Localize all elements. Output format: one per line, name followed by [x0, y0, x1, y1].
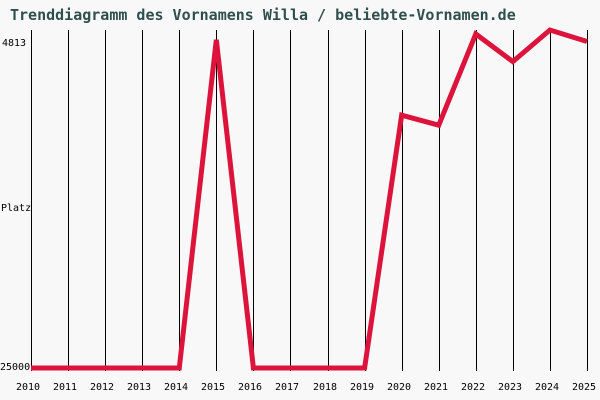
- x-tick-label-2021: 2021: [424, 382, 448, 393]
- x-tick-label-2012: 2012: [90, 382, 114, 393]
- x-tick-label-2019: 2019: [350, 382, 374, 393]
- vertical-gridlines: [31, 30, 588, 371]
- y-axis-top-tick: 4813: [2, 38, 26, 49]
- x-tick-label-2010: 2010: [16, 382, 40, 393]
- y-axis-bottom-tick: 25000: [0, 362, 30, 373]
- x-tick-label-2023: 2023: [498, 382, 522, 393]
- x-tick-label-2011: 2011: [53, 382, 77, 393]
- x-axis-labels: 2010 2011 2012 2013 2014 2015 2016 2017 2018 2019…: [16, 382, 596, 393]
- trend-polyline: [31, 27, 588, 371]
- x-tick-label-2020: 2020: [387, 382, 411, 393]
- x-tick-label-2016: 2016: [238, 382, 262, 393]
- x-tick-label-2018: 2018: [313, 382, 337, 393]
- x-tick-label-2014: 2014: [164, 382, 188, 393]
- x-tick-label-2015: 2015: [201, 382, 225, 393]
- x-tick-label-2025: 2025: [572, 382, 596, 393]
- x-tick-label-2022: 2022: [461, 382, 485, 393]
- y-axis-title: Platz: [1, 203, 31, 214]
- x-tick-label-2017: 2017: [275, 382, 299, 393]
- x-tick-label-2013: 2013: [127, 382, 151, 393]
- chart-title: Trenddiagramm des Vornamens Willa / beli…: [10, 6, 516, 24]
- x-tick-label-2024: 2024: [535, 382, 559, 393]
